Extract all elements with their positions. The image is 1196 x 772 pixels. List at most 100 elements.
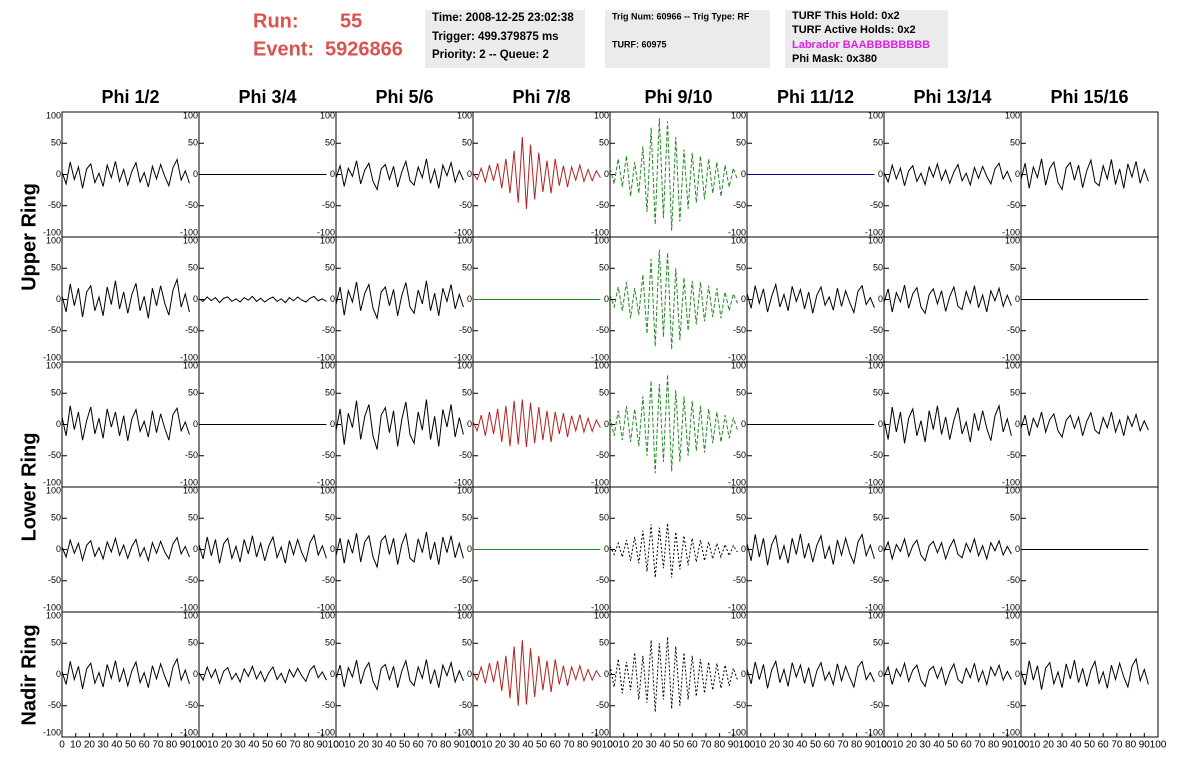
waveform xyxy=(472,640,601,706)
y-tick-label: -50 xyxy=(733,450,746,460)
y-tick-label: 0 xyxy=(330,669,335,679)
y-tick-label: -50 xyxy=(322,325,335,335)
ring-label: Lower Ring xyxy=(18,433,40,542)
x-tick-label: 50 xyxy=(536,740,548,751)
y-tick-label: -100 xyxy=(591,727,609,737)
y-tick-label: 50 xyxy=(462,263,472,273)
y-tick-label: 100 xyxy=(457,485,472,495)
y-tick-label: -50 xyxy=(870,575,883,585)
y-tick-label: 100 xyxy=(731,110,746,120)
x-tick-label: 40 xyxy=(1070,740,1082,751)
column-title: Phi 9/10 xyxy=(644,87,712,107)
y-tick-label: 100 xyxy=(1005,360,1020,370)
waveform xyxy=(746,533,875,566)
y-tick-label: -100 xyxy=(591,602,609,612)
y-tick-label: 100 xyxy=(594,360,609,370)
y-tick-label: 50 xyxy=(736,388,746,398)
waveform xyxy=(1020,657,1149,690)
x-tick-label: 30 xyxy=(783,740,795,751)
y-tick-label: 100 xyxy=(594,610,609,620)
y-tick-label: -50 xyxy=(1007,700,1020,710)
y-tick-label: 100 xyxy=(183,485,198,495)
waveform xyxy=(609,118,738,231)
y-tick-label: 0 xyxy=(330,419,335,429)
y-tick-label: 100 xyxy=(868,110,883,120)
y-tick-label: 0 xyxy=(56,419,61,429)
y-tick-label: 50 xyxy=(51,388,61,398)
x-tick-label: 0 xyxy=(1018,740,1024,751)
x-tick-label: 40 xyxy=(522,740,534,751)
y-tick-label: 50 xyxy=(325,138,335,148)
y-tick-label: 0 xyxy=(604,669,609,679)
y-tick-label: -100 xyxy=(728,227,746,237)
y-tick-label: -50 xyxy=(459,325,472,335)
y-tick-label: 100 xyxy=(320,610,335,620)
x-tick-label: 60 xyxy=(824,740,836,751)
y-tick-label: 0 xyxy=(604,169,609,179)
x-tick-label: 10 xyxy=(1029,740,1041,751)
x-tick-label: 20 xyxy=(358,740,370,751)
x-tick-label: 50 xyxy=(125,740,137,751)
y-tick-label: 100 xyxy=(731,360,746,370)
y-tick-label: 50 xyxy=(325,513,335,523)
y-tick-label: 50 xyxy=(325,263,335,273)
waveform xyxy=(472,399,601,448)
y-tick-label: 0 xyxy=(56,669,61,679)
x-tick-label: 50 xyxy=(947,740,959,751)
waveform xyxy=(61,536,190,563)
y-tick-label: 50 xyxy=(736,263,746,273)
x-tick-label: 70 xyxy=(1111,740,1123,751)
y-tick-label: -50 xyxy=(733,325,746,335)
y-tick-label: -50 xyxy=(1007,325,1020,335)
panel-frame xyxy=(883,611,1022,738)
y-tick-label: -100 xyxy=(317,352,335,362)
y-tick-label: 50 xyxy=(462,638,472,648)
x-tick-label: 90 xyxy=(180,740,192,751)
y-tick-label: -50 xyxy=(459,700,472,710)
waveform xyxy=(746,659,875,689)
y-tick-label: 0 xyxy=(1015,669,1020,679)
y-tick-label: -50 xyxy=(596,450,609,460)
x-tick-label: 40 xyxy=(248,740,260,751)
x-tick-label: 80 xyxy=(303,740,315,751)
x-tick-label: 40 xyxy=(796,740,808,751)
x-tick-label: 30 xyxy=(372,740,384,751)
y-tick-label: 0 xyxy=(741,544,746,554)
y-tick-label: 50 xyxy=(188,638,198,648)
info-box xyxy=(425,10,585,68)
y-tick-label: 0 xyxy=(1015,419,1020,429)
y-tick-label: 0 xyxy=(878,419,883,429)
x-tick-label: 100 xyxy=(876,740,893,751)
x-tick-label: 90 xyxy=(1002,740,1014,751)
y-tick-label: 0 xyxy=(741,169,746,179)
x-tick-label: 10 xyxy=(207,740,219,751)
x-tick-label: 80 xyxy=(166,740,178,751)
y-tick-label: -50 xyxy=(596,700,609,710)
x-tick-label: 0 xyxy=(196,740,202,751)
x-tick-label: 0 xyxy=(333,740,339,751)
y-tick-label: -50 xyxy=(322,450,335,460)
x-tick-label: 60 xyxy=(276,740,288,751)
x-tick-label: 100 xyxy=(602,740,619,751)
waveform xyxy=(609,523,738,578)
x-tick-label: 50 xyxy=(1084,740,1096,751)
y-tick-label: -50 xyxy=(459,575,472,585)
y-tick-label: -50 xyxy=(185,200,198,210)
x-tick-label: 100 xyxy=(739,740,756,751)
waveform xyxy=(609,636,738,713)
y-tick-label: 100 xyxy=(183,110,198,120)
y-tick-label: -100 xyxy=(454,352,472,362)
x-tick-label: 40 xyxy=(933,740,945,751)
panel-frame xyxy=(883,486,1022,613)
y-tick-label: 50 xyxy=(873,638,883,648)
x-tick-label: 0 xyxy=(881,740,887,751)
y-tick-label: -50 xyxy=(322,575,335,585)
y-tick-label: 100 xyxy=(731,485,746,495)
x-tick-label: 20 xyxy=(632,740,644,751)
panel-frame xyxy=(883,236,1022,363)
y-tick-label: 100 xyxy=(183,235,198,245)
panel-frame xyxy=(335,111,474,238)
event-label: Event: xyxy=(253,38,314,60)
y-tick-label: 0 xyxy=(741,669,746,679)
y-tick-label: 0 xyxy=(193,419,198,429)
